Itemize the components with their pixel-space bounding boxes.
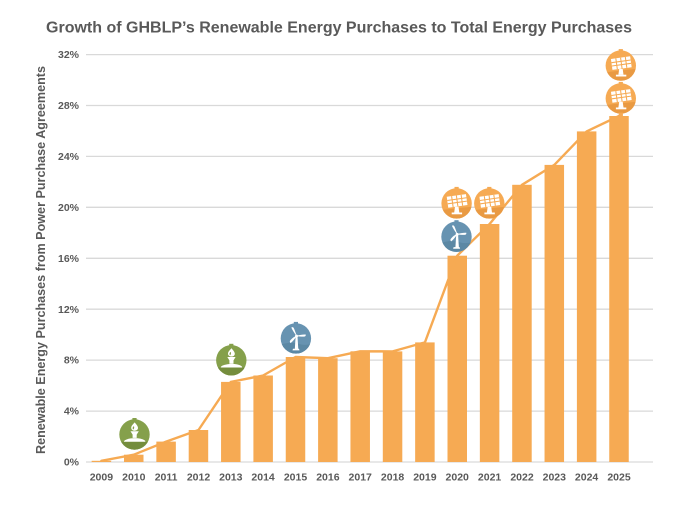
svg-text:Renewable Energy Purchases fro: Renewable Energy Purchases from Power Pu… <box>34 66 48 454</box>
svg-text:16%: 16% <box>58 253 80 265</box>
svg-text:2025: 2025 <box>607 472 631 484</box>
svg-text:2022: 2022 <box>510 472 534 484</box>
svg-text:2018: 2018 <box>381 472 405 484</box>
svg-text:0%: 0% <box>64 457 80 469</box>
svg-text:2016: 2016 <box>316 472 340 484</box>
svg-text:Growth of GHBLP’s Renewable En: Growth of GHBLP’s Renewable Energy Purch… <box>46 20 632 37</box>
svg-text:2021: 2021 <box>478 472 502 484</box>
svg-text:2015: 2015 <box>284 472 308 484</box>
svg-text:2009: 2009 <box>90 472 114 484</box>
svg-text:8%: 8% <box>64 355 80 367</box>
svg-text:12%: 12% <box>58 304 80 316</box>
svg-text:2013: 2013 <box>219 472 243 484</box>
svg-text:28%: 28% <box>58 100 80 112</box>
svg-text:2023: 2023 <box>543 472 567 484</box>
svg-text:2020: 2020 <box>446 472 470 484</box>
svg-text:2017: 2017 <box>349 472 373 484</box>
svg-text:32%: 32% <box>58 49 80 61</box>
svg-text:2012: 2012 <box>187 472 211 484</box>
svg-text:24%: 24% <box>58 151 80 163</box>
svg-text:20%: 20% <box>58 202 80 214</box>
svg-text:2011: 2011 <box>155 472 178 484</box>
svg-text:2024: 2024 <box>575 472 599 484</box>
svg-text:2019: 2019 <box>413 472 437 484</box>
svg-text:2010: 2010 <box>122 472 146 484</box>
svg-text:4%: 4% <box>64 406 80 418</box>
svg-text:2014: 2014 <box>251 472 275 484</box>
